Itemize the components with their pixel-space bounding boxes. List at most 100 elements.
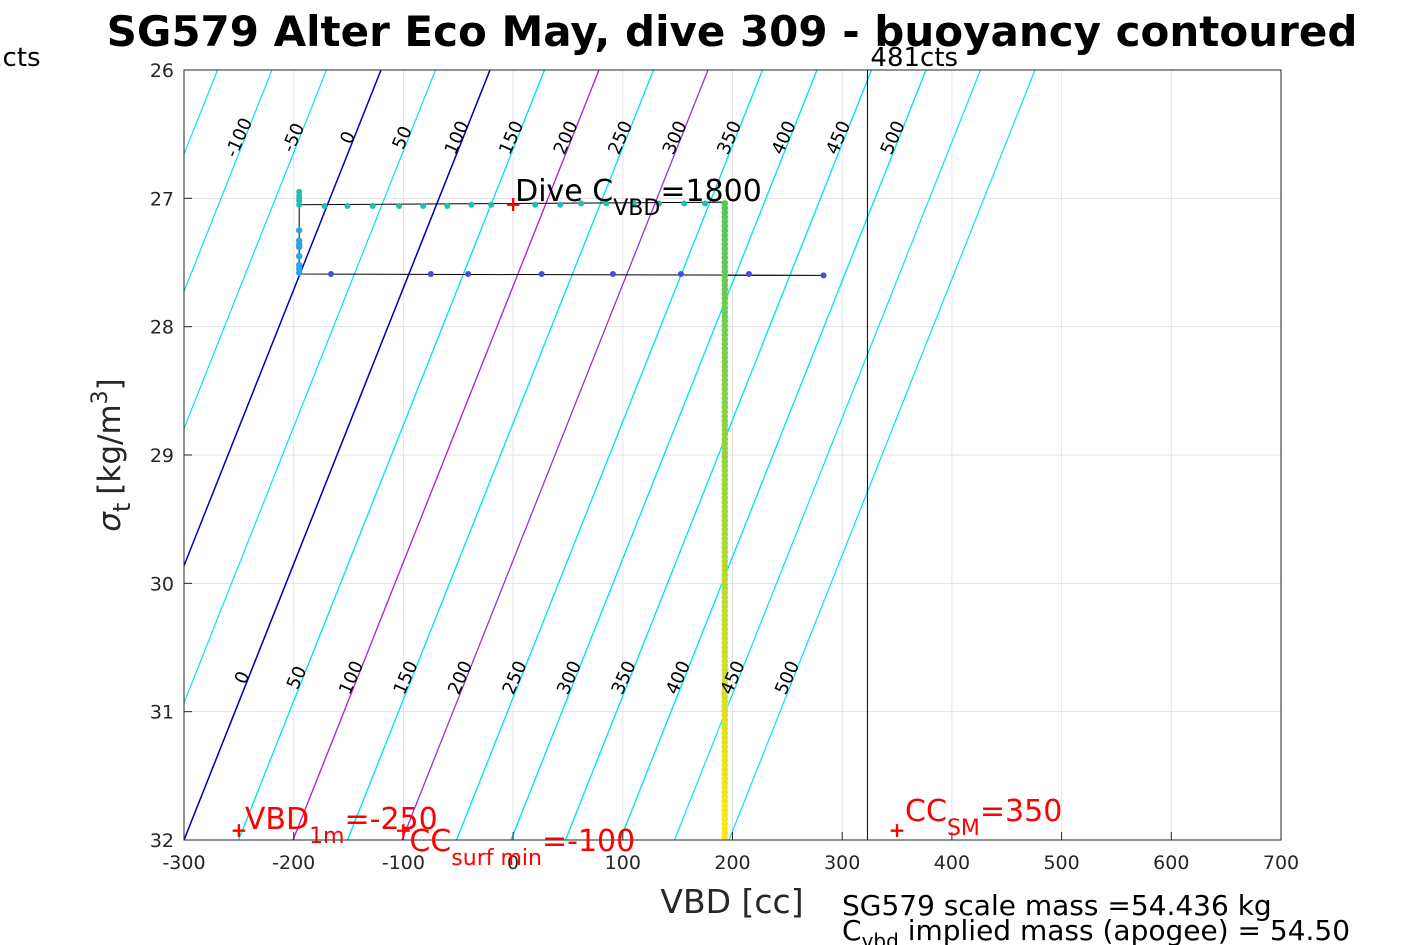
x-tick-label: -300 (162, 852, 205, 874)
data-point (721, 422, 729, 429)
data-point (721, 539, 729, 547)
data-point (721, 589, 729, 597)
data-point (721, 286, 729, 293)
y-axis-label-close: ] (92, 378, 128, 390)
data-point (721, 245, 729, 253)
y-tick-label: 32 (150, 830, 174, 852)
data-point (721, 308, 729, 316)
data-point (721, 508, 729, 515)
data-point (721, 417, 729, 425)
data-point (721, 802, 729, 810)
chart-title: SG579 Alter Eco May, dive 309 - buoyancy… (107, 7, 1358, 56)
data-point (721, 403, 729, 411)
data-point (609, 271, 616, 278)
data-point (721, 748, 729, 755)
contour-line (346, 69, 655, 841)
data-point (721, 376, 729, 384)
data-point (721, 462, 729, 470)
data-point (721, 603, 729, 610)
data-point (721, 358, 729, 366)
data-point (721, 630, 729, 637)
data-point (721, 693, 729, 701)
data-point (721, 449, 729, 456)
count-reference-lines: 481cts 1cts (0, 43, 958, 840)
data-point (721, 336, 729, 343)
dive-trace (298, 201, 824, 841)
data-point (721, 811, 729, 819)
marker-plus: + (889, 818, 906, 842)
contour-line (728, 69, 1036, 841)
footer-scale-mass: SG579 scale mass =54.436 kg (842, 889, 1272, 922)
data-point (721, 643, 729, 651)
data-point (721, 580, 729, 588)
data-point (468, 201, 475, 208)
data-point (721, 653, 729, 660)
data-point (721, 788, 729, 796)
svg-text:σt[kg/m3]: σt [kg/m3] (88, 378, 136, 532)
contour-line (619, 69, 927, 841)
data-point (295, 243, 303, 251)
data-point (721, 775, 729, 782)
data-point (578, 200, 585, 207)
data-point (721, 222, 729, 230)
data-point (465, 271, 472, 278)
x-tick-label: 400 (934, 852, 970, 874)
data-point (721, 372, 729, 379)
data-point (721, 820, 729, 828)
data-point (721, 806, 729, 814)
data-point (721, 680, 729, 687)
axis-ticks: -300 -200 -100 0 100 200 300 400 500 600 700 26 27 28… (150, 60, 1299, 874)
data-point (721, 648, 729, 656)
data-point (488, 201, 495, 208)
contour-line (183, 69, 273, 292)
data-point (721, 240, 729, 248)
data-point (721, 797, 729, 805)
y-tick-label: 28 (150, 317, 174, 339)
data-point (721, 204, 729, 212)
data-point (721, 399, 729, 407)
data-point (721, 530, 729, 538)
data-point (721, 634, 729, 642)
data-point (721, 707, 729, 714)
data-point (721, 675, 729, 683)
x-tick-label: 500 (1043, 852, 1079, 874)
contour-line (183, 69, 491, 841)
y-tick-label: 31 (150, 702, 174, 724)
data-point (721, 444, 729, 452)
contour-label: -100 (221, 115, 257, 161)
data-point (420, 203, 427, 210)
data-point (677, 271, 684, 278)
data-point (721, 458, 729, 465)
data-point (721, 231, 729, 239)
data-point (721, 734, 729, 742)
data-point (721, 625, 729, 633)
data-point (538, 271, 545, 278)
y-axis-label-exp: 3 (88, 390, 113, 404)
data-point (721, 277, 729, 284)
data-point (721, 594, 729, 601)
data-point (721, 431, 729, 438)
data-point (721, 503, 729, 511)
contour-line (564, 69, 873, 841)
data-point (721, 562, 729, 570)
data-point (721, 684, 729, 692)
data-point (721, 616, 729, 624)
data-point (721, 671, 729, 678)
data-point (721, 553, 729, 560)
data-point (721, 729, 729, 737)
data-point (721, 295, 729, 302)
data-point (369, 203, 376, 210)
data-point (721, 263, 729, 271)
data-point (721, 299, 729, 307)
count-line-label: 481cts (870, 43, 958, 73)
data-point (721, 218, 729, 225)
data-point (721, 816, 729, 823)
dive-trace-line (298, 201, 824, 841)
x-tick-label: 300 (824, 852, 860, 874)
contour-lines (183, 69, 1036, 841)
y-axis-label-symbol: σ (92, 511, 128, 532)
data-point (721, 476, 729, 483)
data-point (721, 585, 729, 592)
data-point (745, 271, 752, 278)
